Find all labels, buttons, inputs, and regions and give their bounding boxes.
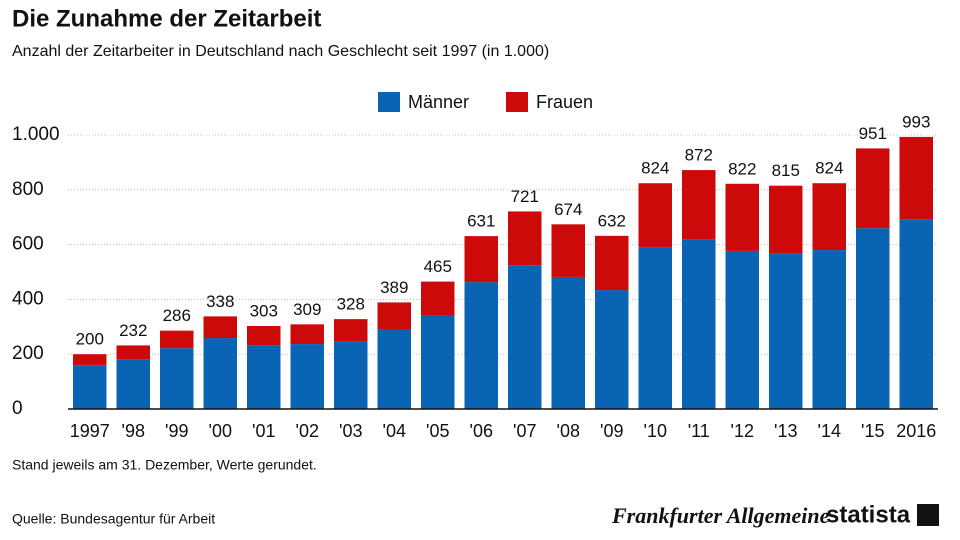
bar-segment	[812, 183, 846, 251]
bar-segment	[682, 170, 716, 240]
note: Stand jeweils am 31. Dezember, Werte ger…	[12, 457, 317, 473]
bar-segment	[508, 211, 542, 266]
total-label: 674	[554, 200, 582, 219]
bar-segment	[160, 330, 194, 349]
x-tick-label: '15	[861, 421, 884, 441]
x-tick-label: '04	[383, 421, 406, 441]
x-tick-label: '01	[252, 421, 275, 441]
total-label: 951	[859, 124, 887, 143]
bar-segment	[377, 302, 411, 329]
source: Quelle: Bundesagentur für Arbeit	[12, 511, 215, 527]
x-tick-label: '02	[296, 421, 319, 441]
total-label: 303	[250, 301, 278, 320]
bar-segment	[551, 276, 585, 409]
bar-segment	[899, 219, 933, 409]
total-label: 824	[641, 159, 669, 178]
y-tick-label: 600	[12, 234, 44, 255]
bar-segment	[725, 183, 759, 251]
brand-logo: statista	[826, 501, 911, 528]
bar-segment	[638, 247, 672, 409]
bar-segment	[160, 348, 194, 409]
chart-subtitle: Anzahl der Zeitarbeiter in Deutschland n…	[12, 43, 549, 60]
total-label: 993	[902, 112, 930, 131]
legend-swatch	[378, 92, 400, 112]
bar-segment	[508, 265, 542, 409]
brand-logo: Frankfurter Allgemeine	[611, 503, 830, 528]
x-tick-label: '12	[731, 421, 754, 441]
bar-segment	[899, 136, 933, 220]
x-tick-label: 2016	[896, 421, 936, 441]
total-label: 389	[380, 278, 408, 297]
x-tick-label: '10	[644, 421, 667, 441]
bar-segment	[856, 228, 890, 409]
bar-segment	[116, 359, 150, 409]
bar-segment	[812, 250, 846, 409]
x-tick-label: '00	[209, 421, 232, 441]
legend-label: Frauen	[536, 92, 593, 112]
legend-swatch	[506, 92, 528, 112]
y-tick-label: 0	[12, 398, 23, 419]
total-label: 822	[728, 159, 756, 178]
bar-segment	[769, 185, 803, 254]
x-tick-label: '08	[557, 421, 580, 441]
total-label: 338	[206, 292, 234, 311]
x-tick-label: '07	[513, 421, 536, 441]
x-tick-label: '05	[426, 421, 449, 441]
bar-segment	[464, 236, 498, 283]
bar-segment	[595, 290, 629, 409]
bar-segment	[247, 345, 281, 409]
bar-segment	[203, 316, 237, 339]
bar-segment	[595, 235, 629, 291]
chart-title: Die Zunahme der Zeitarbeit	[12, 5, 321, 32]
bar-segment	[421, 315, 455, 409]
total-label: 286	[163, 306, 191, 325]
bar-segment	[856, 148, 890, 229]
x-tick-label: '11	[688, 421, 710, 441]
bar-segment	[203, 338, 237, 409]
bar-segment	[116, 345, 150, 360]
bar-segment	[682, 239, 716, 409]
y-tick-label: 1.000	[12, 124, 60, 145]
legend-label: Männer	[408, 92, 469, 112]
bar-segment	[73, 365, 107, 409]
x-tick-label: '14	[818, 421, 841, 441]
x-tick-label: '98	[122, 421, 145, 441]
x-tick-label: 1997	[70, 421, 110, 441]
total-label: 815	[772, 161, 800, 180]
total-label: 631	[467, 212, 495, 231]
total-label: 872	[685, 146, 713, 165]
y-tick-label: 200	[12, 343, 44, 364]
bar-segment	[421, 281, 455, 316]
brand-icon	[917, 504, 939, 526]
total-label: 465	[424, 257, 452, 276]
x-tick-label: '03	[339, 421, 362, 441]
total-label: 232	[119, 321, 147, 340]
total-label: 200	[76, 330, 104, 349]
y-tick-label: 400	[12, 288, 44, 309]
bar-segment	[551, 224, 585, 277]
bar-segment	[377, 328, 411, 409]
total-label: 309	[293, 300, 321, 319]
x-tick-label: '06	[470, 421, 493, 441]
y-tick-label: 800	[12, 179, 44, 200]
total-label: 632	[598, 211, 626, 230]
total-label: 328	[337, 295, 365, 314]
x-tick-label: '99	[165, 421, 188, 441]
bar-segment	[247, 325, 281, 346]
bar-segment	[638, 183, 672, 248]
bar-segment	[290, 344, 324, 409]
bar-segment	[769, 253, 803, 409]
bar-segment	[334, 341, 368, 409]
total-label: 824	[815, 159, 843, 178]
bar-segment	[73, 354, 107, 366]
x-tick-label: '13	[774, 421, 797, 441]
total-label: 721	[511, 187, 539, 206]
bar-segment	[290, 324, 324, 345]
bar-segment	[725, 250, 759, 409]
bar-segment	[464, 282, 498, 409]
x-tick-label: '09	[600, 421, 623, 441]
bar-segment	[334, 319, 368, 342]
